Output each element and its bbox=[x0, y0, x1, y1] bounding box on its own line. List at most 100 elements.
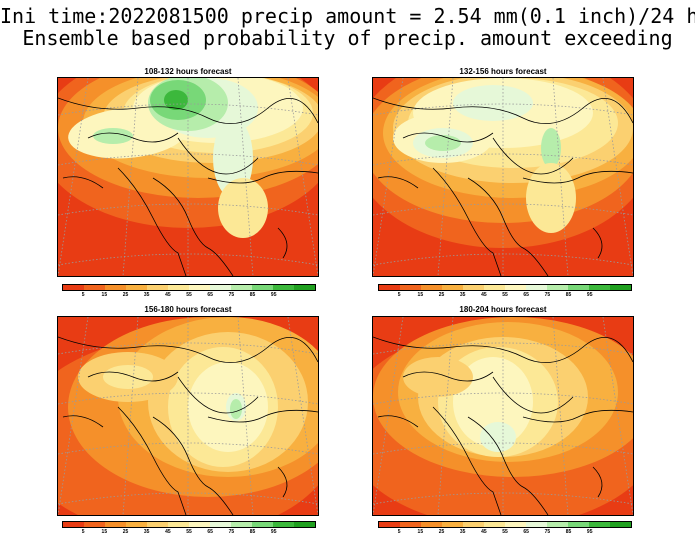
probability-shading bbox=[480, 422, 516, 452]
colorbar-swatch bbox=[505, 522, 526, 527]
colorbar-swatch bbox=[463, 522, 484, 527]
colorbar-swatch bbox=[231, 522, 252, 527]
colorbar-tick-label: 95 bbox=[270, 292, 277, 298]
panel-3-map bbox=[57, 316, 319, 516]
panel-4-title: 180-204 hours forecast bbox=[459, 305, 547, 314]
probability-shading bbox=[164, 90, 188, 110]
colorbar-tick-label: 85 bbox=[565, 292, 572, 298]
colorbar-tick-label: 65 bbox=[207, 292, 213, 298]
colorbar-tick-label: 95 bbox=[586, 292, 593, 298]
colorbar-swatch bbox=[400, 285, 421, 290]
probability-field bbox=[58, 317, 318, 515]
colorbar-swatch bbox=[379, 285, 400, 290]
colorbar-swatch bbox=[610, 285, 631, 290]
colorbar-swatch bbox=[400, 522, 421, 527]
probability-shading bbox=[425, 135, 461, 151]
colorbar-swatch bbox=[210, 285, 231, 290]
colorbar-tick-label: 85 bbox=[249, 292, 256, 298]
colorbar-swatch bbox=[126, 522, 147, 527]
colorbar-tick-label: 25 bbox=[122, 292, 129, 298]
panel-1-map bbox=[57, 77, 319, 277]
colorbar-tick-label: 5 bbox=[81, 292, 85, 298]
probability-shading bbox=[103, 365, 153, 389]
colorbar-swatch bbox=[252, 522, 273, 527]
colorbar-swatch bbox=[526, 522, 547, 527]
colorbar-swatch bbox=[526, 285, 547, 290]
probability-shading bbox=[218, 178, 268, 238]
panel-2-colorbar bbox=[378, 284, 632, 291]
coastlines bbox=[58, 336, 318, 515]
colorbar-tick-label: 35 bbox=[143, 529, 150, 535]
colorbar-swatch bbox=[589, 285, 610, 290]
probability-shading bbox=[403, 357, 473, 397]
colorbar-tick-label: 25 bbox=[438, 529, 445, 535]
colorbar-tick-label: 15 bbox=[417, 529, 424, 535]
colorbar-tick-label: 35 bbox=[459, 292, 466, 298]
probability-shading bbox=[453, 85, 533, 121]
colorbar-swatch bbox=[294, 285, 315, 290]
colorbar-tick-label: 55 bbox=[502, 529, 508, 535]
probability-shading bbox=[93, 128, 133, 144]
colorbar-tick-label: 15 bbox=[101, 529, 108, 535]
panel-4-colorbar-ticks: 5 15 25 35 45 55 65 75 85 95 bbox=[378, 529, 632, 535]
colorbar-tick-label: 25 bbox=[122, 529, 129, 535]
panel-1-colorbar-ticks: 5 15 25 35 45 55 65 75 85 95 bbox=[62, 292, 316, 298]
panel-2-colorbar-ticks: 5 15 25 35 45 55 65 75 85 95 bbox=[378, 292, 632, 298]
panel-2-map bbox=[372, 77, 634, 277]
colorbar-swatch bbox=[442, 285, 463, 290]
colorbar-swatch bbox=[273, 522, 294, 527]
coastlines bbox=[58, 97, 318, 276]
colorbar-swatch bbox=[589, 522, 610, 527]
panel-3-colorbar-ticks: 5 15 25 35 45 55 65 75 85 95 bbox=[62, 529, 316, 535]
colorbar-tick-label: 65 bbox=[523, 292, 529, 298]
colorbar-swatch bbox=[63, 285, 84, 290]
colorbar-tick-label: 45 bbox=[481, 529, 487, 535]
colorbar-tick-label: 55 bbox=[502, 292, 508, 298]
colorbar-swatch bbox=[168, 285, 189, 290]
panel-3-colorbar bbox=[62, 521, 316, 528]
colorbar-swatch bbox=[84, 285, 105, 290]
colorbar-swatch bbox=[484, 522, 505, 527]
colorbar-tick-label: 75 bbox=[544, 292, 551, 298]
colorbar-tick-label: 95 bbox=[270, 529, 277, 535]
graticule bbox=[373, 317, 633, 515]
colorbar-swatch bbox=[231, 285, 252, 290]
colorbar-swatch bbox=[484, 285, 505, 290]
colorbar-swatch bbox=[147, 285, 168, 290]
colorbar-tick-label: 75 bbox=[228, 529, 235, 535]
panel-1-colorbar bbox=[62, 284, 316, 291]
colorbar-swatch bbox=[568, 285, 589, 290]
colorbar-swatch bbox=[547, 522, 568, 527]
colorbar-tick-label: 5 bbox=[81, 529, 85, 535]
colorbar-tick-label: 65 bbox=[523, 529, 529, 535]
colorbar-swatch bbox=[210, 522, 231, 527]
colorbar-swatch bbox=[442, 522, 463, 527]
colorbar-tick-label: 45 bbox=[165, 292, 171, 298]
panel-4-map bbox=[372, 316, 634, 516]
colorbar-tick-label: 15 bbox=[101, 292, 108, 298]
probability-field bbox=[373, 78, 633, 276]
colorbar-tick-label: 15 bbox=[417, 292, 424, 298]
colorbar-tick-label: 85 bbox=[249, 529, 256, 535]
colorbar-swatch bbox=[189, 522, 210, 527]
panel-3-title: 156-180 hours forecast bbox=[144, 305, 232, 314]
colorbar-swatch bbox=[547, 285, 568, 290]
colorbar-tick-label: 55 bbox=[186, 292, 192, 298]
colorbar-swatch bbox=[105, 285, 126, 290]
main-subtitle: Ensemble based probability of precip. am… bbox=[22, 26, 673, 50]
colorbar-tick-label: 5 bbox=[397, 292, 401, 298]
colorbar-swatch bbox=[421, 522, 442, 527]
probability-shading bbox=[541, 128, 561, 168]
colorbar-swatch bbox=[168, 522, 189, 527]
colorbar-swatch bbox=[84, 522, 105, 527]
panel-4-colorbar bbox=[378, 521, 632, 528]
panel-2-title: 132-156 hours forecast bbox=[459, 67, 547, 76]
colorbar-tick-label: 5 bbox=[397, 529, 401, 535]
colorbar-swatch bbox=[421, 285, 442, 290]
main-title: Ini time:2022081500 precip amount = 2.54… bbox=[0, 4, 695, 28]
panel-1-title: 108-132 hours forecast bbox=[144, 67, 232, 76]
colorbar-swatch bbox=[63, 522, 84, 527]
colorbar-tick-label: 95 bbox=[586, 529, 593, 535]
colorbar-swatch bbox=[189, 285, 210, 290]
colorbar-tick-label: 55 bbox=[186, 529, 192, 535]
